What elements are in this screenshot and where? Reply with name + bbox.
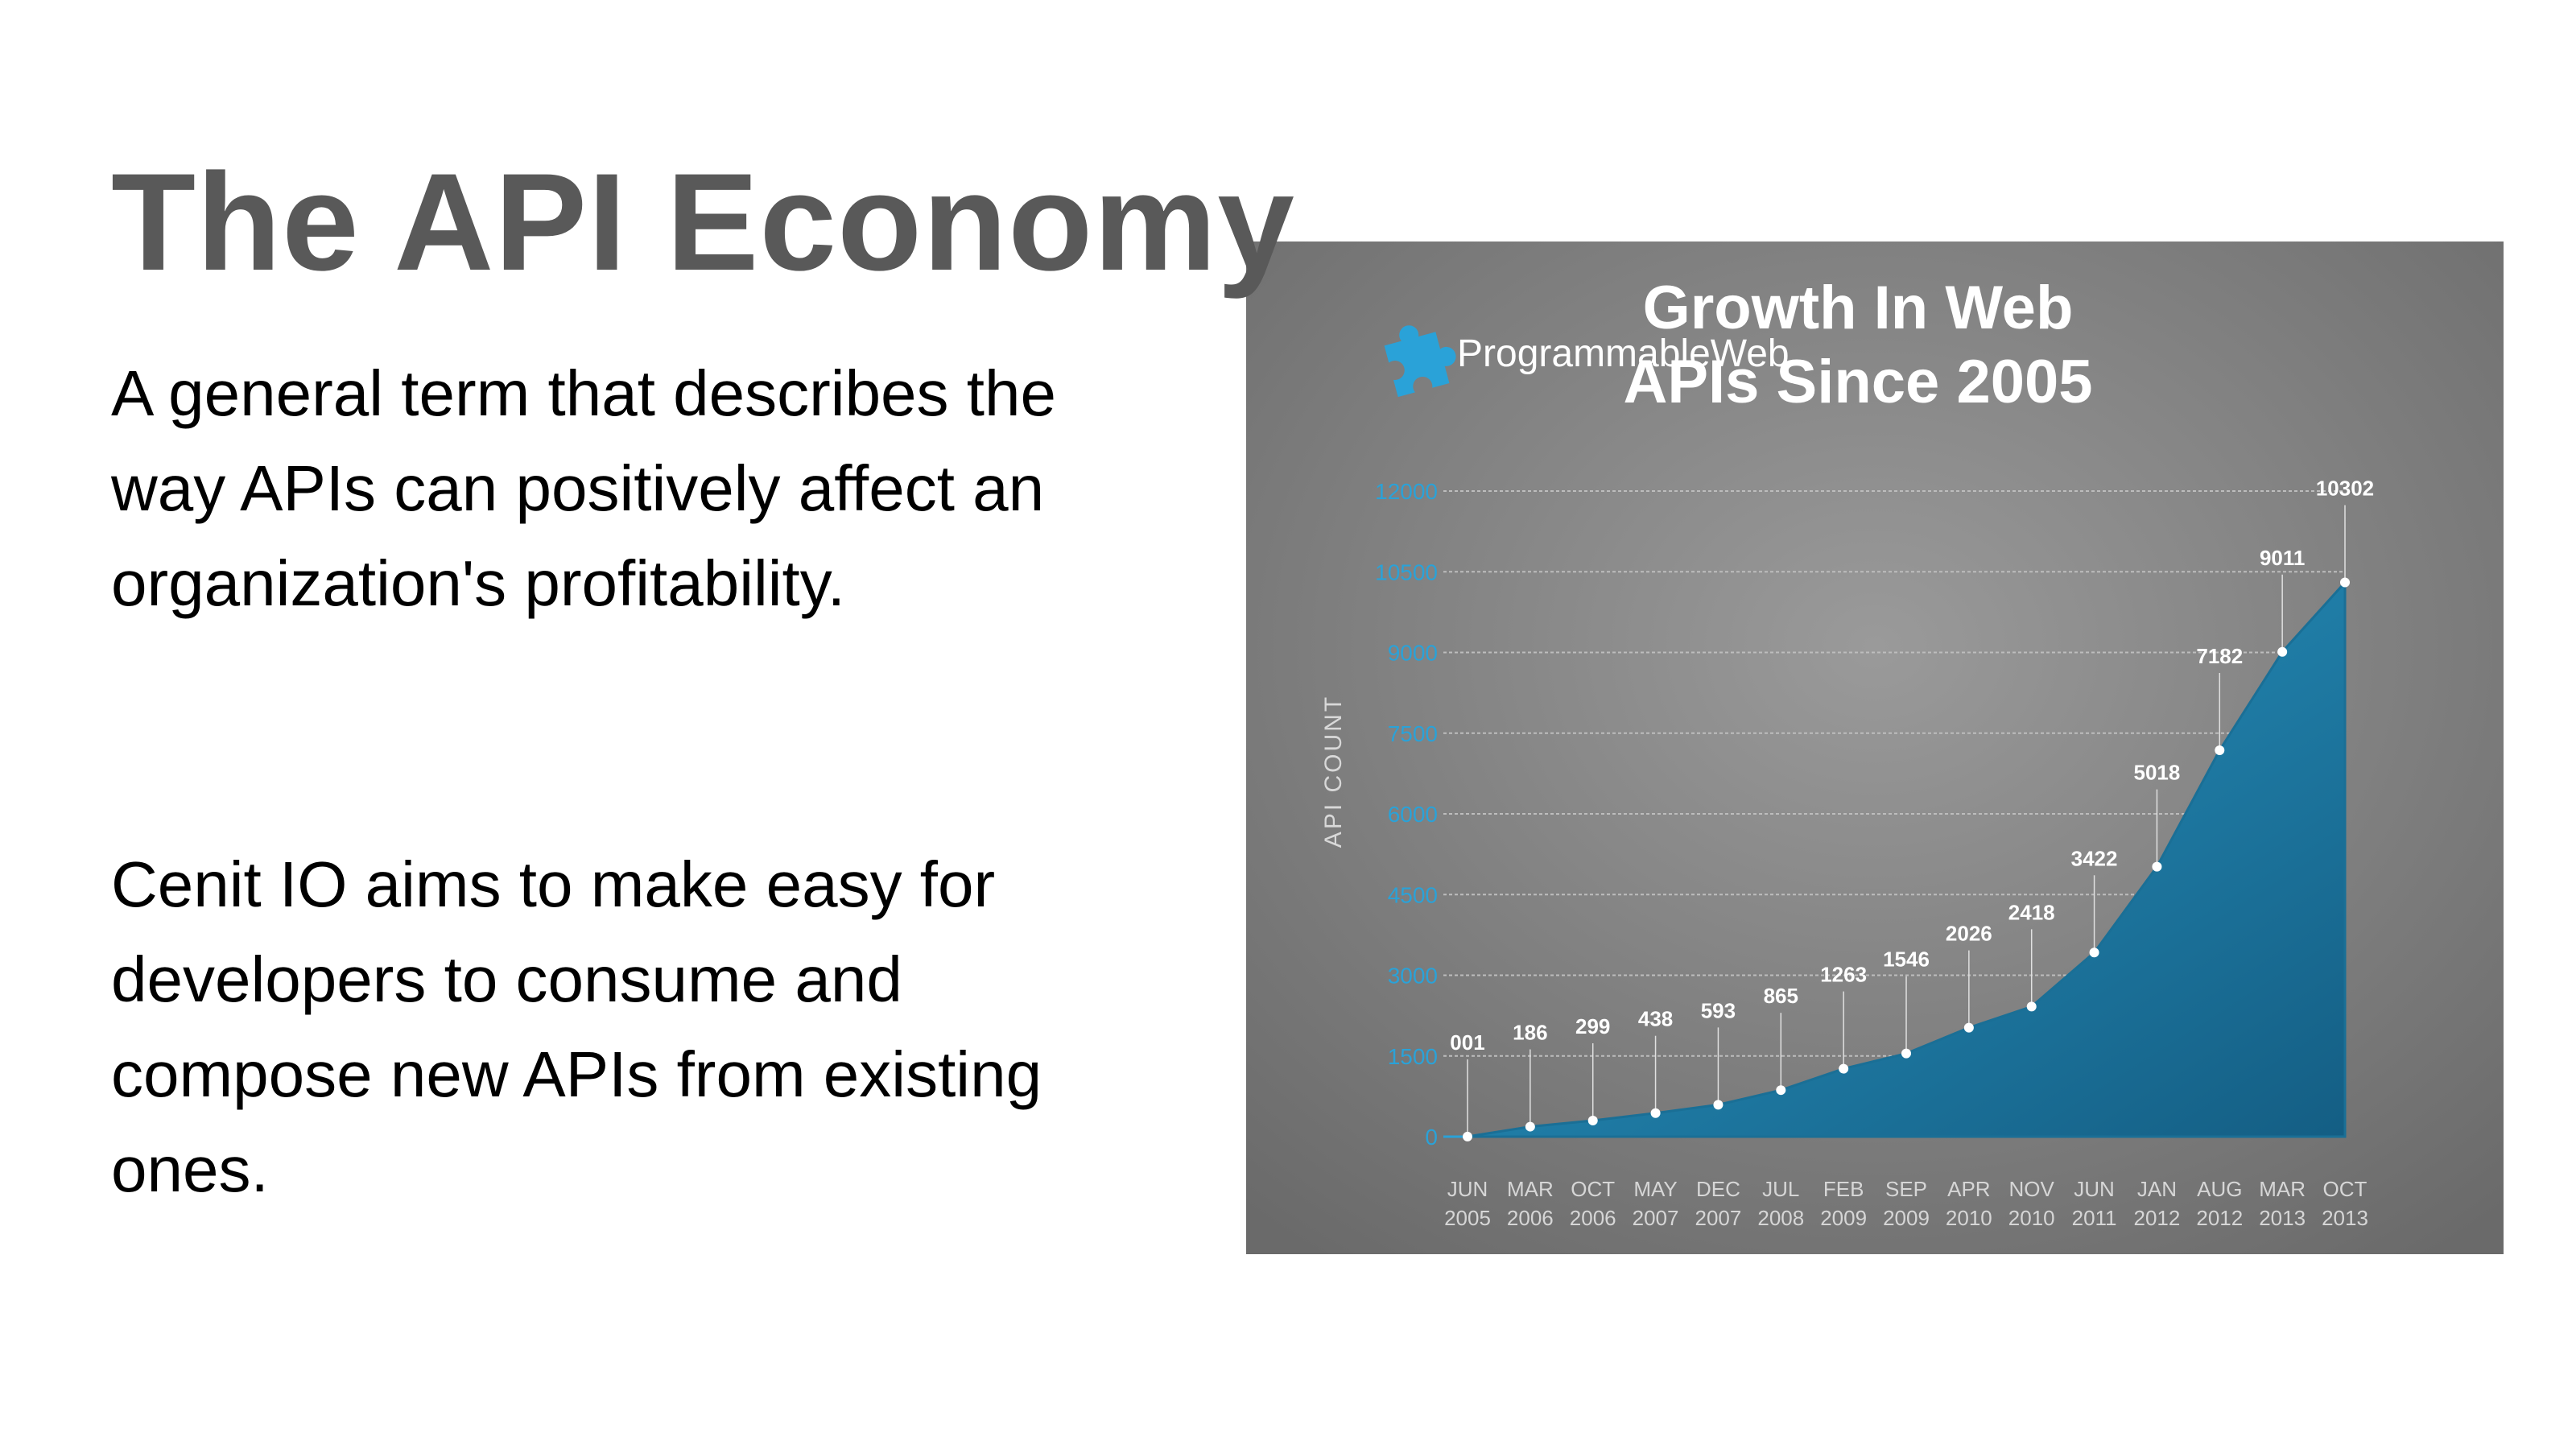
x-tick-month: FEB xyxy=(1823,1177,1864,1201)
data-point xyxy=(2152,861,2162,872)
x-tick-year: 2009 xyxy=(1883,1206,1930,1230)
x-tick-year: 2012 xyxy=(2196,1206,2243,1230)
x-tick-year: 2006 xyxy=(1507,1206,1554,1230)
y-tick-label: 12000 xyxy=(1375,479,1438,504)
x-tick-year: 2008 xyxy=(1757,1206,1804,1230)
x-tick-month: OCT xyxy=(2323,1177,2368,1201)
data-point xyxy=(1713,1100,1724,1110)
y-tick-label: 0 xyxy=(1425,1125,1438,1150)
y-tick-label: 3000 xyxy=(1388,964,1438,989)
data-label: 2418 xyxy=(2008,900,2055,924)
data-label: 593 xyxy=(1701,998,1736,1022)
data-label: 2026 xyxy=(1946,922,1992,946)
x-tick-year: 2010 xyxy=(2008,1206,2055,1230)
x-tick-year: 2010 xyxy=(1946,1206,1992,1230)
y-tick-label: 10500 xyxy=(1375,559,1438,584)
x-tick-year: 2013 xyxy=(2259,1206,2306,1230)
slide-title: The API Economy xyxy=(111,145,1295,299)
api-count-area xyxy=(1466,579,2347,1138)
x-tick-year: 2009 xyxy=(1820,1206,1867,1230)
chart-title-line-1: Growth In Web xyxy=(1643,274,2074,342)
x-tick-month: JAN xyxy=(2137,1177,2177,1201)
data-label: 9011 xyxy=(2260,546,2305,570)
puzzle-piece-icon xyxy=(1384,325,1456,398)
x-tick-month: MAR xyxy=(2259,1177,2306,1201)
x-tick-year: 2005 xyxy=(1444,1206,1491,1230)
data-point xyxy=(2277,646,2288,657)
x-tick-year: 2012 xyxy=(2134,1206,2181,1230)
y-axis-label: API COUNT xyxy=(1320,695,1347,848)
x-tick-year: 2013 xyxy=(2322,1206,2368,1230)
data-label: 001 xyxy=(1450,1030,1484,1055)
cenit-paragraph: Cenit IO aims to make easy for developer… xyxy=(111,848,1042,1205)
y-tick-label: 4500 xyxy=(1388,882,1438,907)
data-point xyxy=(1650,1108,1661,1118)
brand-label: ProgrammableWeb xyxy=(1457,332,1790,375)
x-tick-year: 2007 xyxy=(1695,1206,1742,1230)
data-label: 3422 xyxy=(2071,846,2118,870)
y-tick-label: 9000 xyxy=(1388,641,1438,666)
data-label: 1263 xyxy=(1820,963,1867,987)
data-point xyxy=(2215,745,2225,756)
x-tick-month: APR xyxy=(1947,1177,1990,1201)
x-tick-month: AUG xyxy=(2197,1177,2242,1201)
description-paragraph: A general term that describes the way AP… xyxy=(111,357,1056,619)
api-growth-chart: ProgrammableWeb Growth In Web APIs Since… xyxy=(1246,242,2504,1254)
x-tick-year: 2007 xyxy=(1633,1206,1679,1230)
x-tick-month: MAY xyxy=(1633,1177,1677,1201)
chart-svg: ProgrammableWeb Growth In Web APIs Since… xyxy=(1246,242,2504,1254)
x-tick-month: DEC xyxy=(1696,1177,1740,1201)
data-point xyxy=(2026,1001,2037,1012)
y-tick-label: 7500 xyxy=(1388,721,1438,746)
x-tick-year: 2006 xyxy=(1570,1206,1616,1230)
x-tick-year: 2011 xyxy=(2072,1206,2117,1230)
data-point xyxy=(1963,1022,1974,1033)
data-label: 5018 xyxy=(2134,761,2181,785)
data-label: 865 xyxy=(1764,984,1798,1008)
x-tick-month: JUL xyxy=(1762,1177,1799,1201)
data-point xyxy=(1587,1116,1598,1126)
y-tick-label: 1500 xyxy=(1388,1044,1438,1069)
x-tick-month: MAR xyxy=(1507,1177,1554,1201)
data-label: 299 xyxy=(1575,1014,1610,1038)
data-point xyxy=(1525,1121,1535,1132)
x-tick-month: SEP xyxy=(1885,1177,1927,1201)
x-tick-month: NOV xyxy=(2009,1177,2055,1201)
data-label: 438 xyxy=(1638,1007,1673,1031)
data-point xyxy=(2089,947,2099,958)
x-tick-month: JUN xyxy=(2074,1177,2115,1201)
data-point xyxy=(1776,1085,1786,1096)
data-label: 10302 xyxy=(2316,476,2374,500)
x-tick-month: OCT xyxy=(1571,1177,1615,1201)
data-point xyxy=(1463,1131,1472,1141)
data-label: 1546 xyxy=(1883,947,1930,972)
y-tick-label: 6000 xyxy=(1388,802,1438,827)
data-label: 186 xyxy=(1513,1021,1547,1045)
data-point xyxy=(1901,1048,1911,1059)
data-label: 7182 xyxy=(2196,644,2243,668)
chart-title-line-2: APIs Since 2005 xyxy=(1623,348,2092,416)
data-point xyxy=(1839,1063,1849,1074)
data-point xyxy=(2340,577,2350,588)
x-tick-month: JUN xyxy=(1447,1177,1488,1201)
